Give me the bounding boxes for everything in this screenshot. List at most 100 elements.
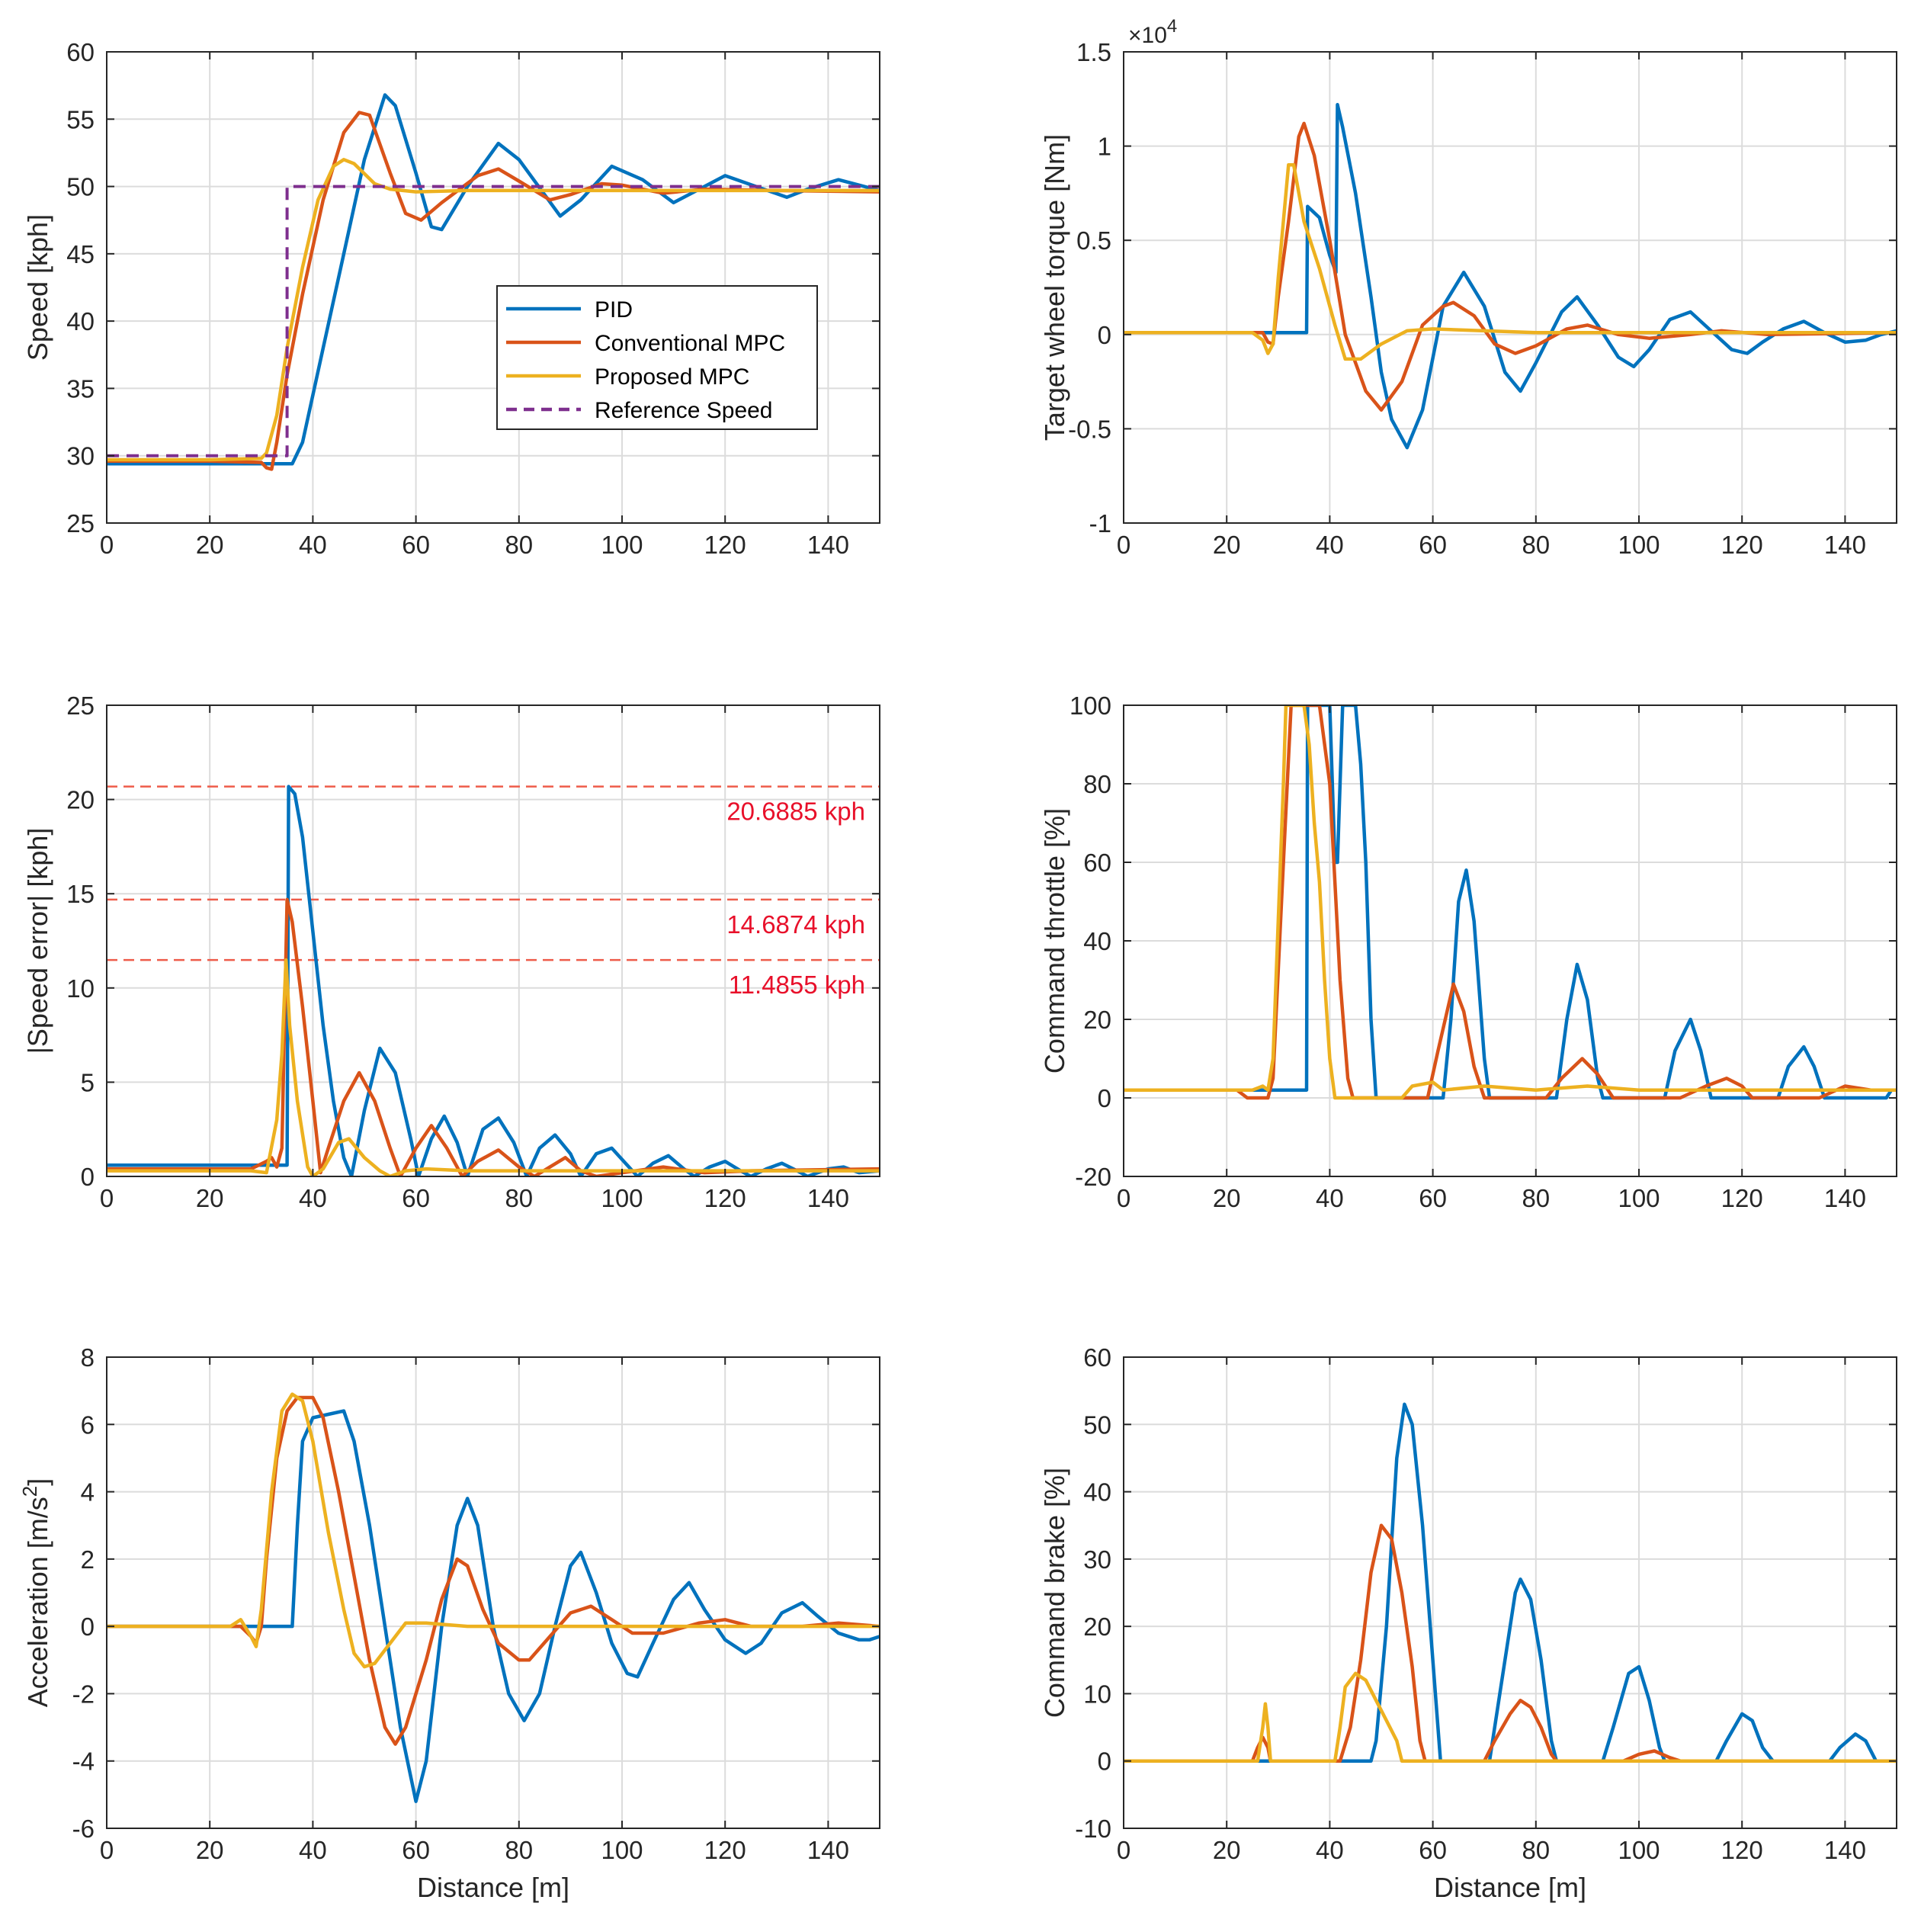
x-tick-label: 80 bbox=[1522, 531, 1550, 559]
plot-area bbox=[1124, 1357, 1897, 1828]
x-tick-label: 140 bbox=[1824, 1184, 1866, 1212]
y-tick-label: 8 bbox=[81, 1343, 95, 1372]
x-tick-label: 60 bbox=[1419, 531, 1447, 559]
y-tick-label: 60 bbox=[1083, 1343, 1111, 1372]
series-conventional-mpc bbox=[107, 111, 880, 471]
y-tick-label: 2 bbox=[81, 1545, 95, 1574]
x-tick-label: 140 bbox=[807, 531, 849, 559]
y-tick-label: 20 bbox=[1083, 1613, 1111, 1641]
x-tick-label: 80 bbox=[1522, 1184, 1550, 1212]
axes-box bbox=[106, 704, 880, 1177]
x-tick-label: 100 bbox=[601, 1836, 643, 1864]
annotation-label: 11.4855 kph bbox=[729, 971, 865, 999]
x-tick-label: 80 bbox=[505, 1184, 533, 1212]
y-tick-label: 20 bbox=[1083, 1006, 1111, 1034]
x-tick-label: 140 bbox=[1824, 1836, 1866, 1864]
y-tick-label: 10 bbox=[1083, 1680, 1111, 1708]
axes-box bbox=[106, 51, 880, 524]
legend-entry: Proposed MPC bbox=[595, 364, 749, 390]
x-tick-label: 0 bbox=[1117, 1836, 1130, 1864]
y-tick-label: 5 bbox=[81, 1068, 95, 1096]
y-tick-label: -1 bbox=[1089, 509, 1111, 538]
x-tick-label: 100 bbox=[1618, 1836, 1660, 1864]
x-tick-label: 60 bbox=[402, 531, 430, 559]
series-proposed-mpc bbox=[1124, 705, 1897, 1100]
y-tick-label: 0 bbox=[81, 1613, 95, 1641]
axes-box bbox=[106, 1356, 880, 1829]
y-tick-label: 0 bbox=[1098, 1747, 1111, 1776]
axes-box bbox=[1123, 51, 1897, 524]
y-tick-label: -2 bbox=[72, 1680, 95, 1708]
x-tick-label: 40 bbox=[299, 1836, 327, 1864]
y-axis-label: Command throttle [%] bbox=[1039, 808, 1070, 1074]
x-axis-label: Distance [m] bbox=[417, 1872, 569, 1903]
y-tick-label: 0.5 bbox=[1076, 226, 1111, 255]
y-tick-label: 60 bbox=[1083, 849, 1111, 877]
x-axis-label: Distance [m] bbox=[1434, 1872, 1586, 1903]
x-tick-label: 40 bbox=[1316, 531, 1344, 559]
x-tick-label: 60 bbox=[402, 1184, 430, 1212]
series-proposed-mpc bbox=[1124, 1671, 1897, 1763]
x-tick-label: 0 bbox=[1117, 531, 1130, 559]
y-tick-label: 35 bbox=[66, 374, 95, 403]
series-proposed-mpc bbox=[107, 1392, 880, 1669]
y-tick-label: -20 bbox=[1075, 1163, 1111, 1191]
y-tick-label: -6 bbox=[72, 1815, 95, 1843]
annotation-label: 14.6874 kph bbox=[726, 910, 865, 939]
x-tick-label: 140 bbox=[1824, 531, 1866, 559]
y-tick-label: 4 bbox=[81, 1478, 95, 1507]
x-tick-label: 120 bbox=[1721, 531, 1763, 559]
y-tick-label: 0 bbox=[1098, 321, 1111, 349]
x-tick-label: 40 bbox=[299, 531, 327, 559]
x-tick-label: 100 bbox=[1618, 1184, 1660, 1212]
y-axis-label: Target wheel torque [Nm] bbox=[1039, 134, 1070, 441]
x-tick-label: 20 bbox=[196, 1184, 224, 1212]
y-tick-label: -4 bbox=[72, 1747, 95, 1776]
chart-torque: 0 20 40 60 80 100 120 140 -1 -0.5 0 0.5 1 1.5 ×104 Targ… bbox=[1039, 16, 1897, 559]
series-conventional-mpc bbox=[1124, 121, 1897, 412]
y-tick-label: 60 bbox=[66, 38, 95, 66]
series-pid bbox=[107, 1409, 880, 1803]
y-tick-label: 50 bbox=[1083, 1410, 1111, 1439]
y-tick-label: 20 bbox=[66, 786, 95, 814]
y-tick-label: 1 bbox=[1098, 133, 1111, 161]
x-tick-label: 100 bbox=[601, 531, 643, 559]
plot-area bbox=[1124, 52, 1897, 523]
x-tick-label: 100 bbox=[1618, 531, 1660, 559]
y-tick-label: 0 bbox=[1098, 1084, 1111, 1112]
x-tick-label: 20 bbox=[1213, 1184, 1241, 1212]
y-tick-label: 30 bbox=[66, 442, 95, 470]
x-tick-label: 40 bbox=[299, 1184, 327, 1212]
axes-box bbox=[1123, 1356, 1897, 1829]
x-tick-label: 120 bbox=[1721, 1184, 1763, 1212]
plot-area bbox=[107, 705, 880, 1176]
y-tick-label: 25 bbox=[66, 509, 95, 538]
legend-entry: Conventional MPC bbox=[595, 331, 785, 356]
x-tick-label: 60 bbox=[402, 1836, 430, 1864]
y-tick-label: 45 bbox=[66, 240, 95, 268]
y-tick-label: 40 bbox=[66, 307, 95, 335]
x-tick-label: 0 bbox=[100, 1184, 114, 1212]
y-axis-label: Acceleration [m/s2] bbox=[18, 1478, 53, 1708]
x-tick-label: 60 bbox=[1419, 1184, 1447, 1212]
x-tick-label: 0 bbox=[1117, 1184, 1130, 1212]
series-conventional-mpc bbox=[1124, 705, 1897, 1100]
x-tick-label: 0 bbox=[100, 531, 114, 559]
legend-entry: Reference Speed bbox=[595, 398, 773, 423]
series-proposed-mpc bbox=[107, 958, 880, 1176]
x-tick-label: 120 bbox=[704, 1184, 746, 1212]
x-tick-label: 20 bbox=[196, 531, 224, 559]
x-tick-label: 80 bbox=[505, 531, 533, 559]
y-tick-label: 10 bbox=[66, 974, 95, 1003]
x-tick-label: 120 bbox=[704, 1836, 746, 1864]
chart-brake: 0 20 40 60 80 100 120 140-100102030405060Comman… bbox=[1039, 1343, 1897, 1903]
x-tick-label: 140 bbox=[807, 1184, 849, 1212]
chart-speed: 0 20 40 60 80 100 120 140 25 30 35 40 45 50 55 60 Speed … bbox=[22, 38, 880, 559]
y-tick-label: 1.5 bbox=[1076, 38, 1111, 66]
x-tick-label: 40 bbox=[1316, 1836, 1344, 1864]
y-tick-label: -0.5 bbox=[1068, 415, 1111, 443]
x-tick-label: 140 bbox=[807, 1836, 849, 1864]
y-tick-label: 15 bbox=[66, 880, 95, 908]
legend: PID Conventional MPC Proposed MPC Reference… bbox=[496, 285, 818, 430]
y-tick-label: 30 bbox=[1083, 1545, 1111, 1574]
